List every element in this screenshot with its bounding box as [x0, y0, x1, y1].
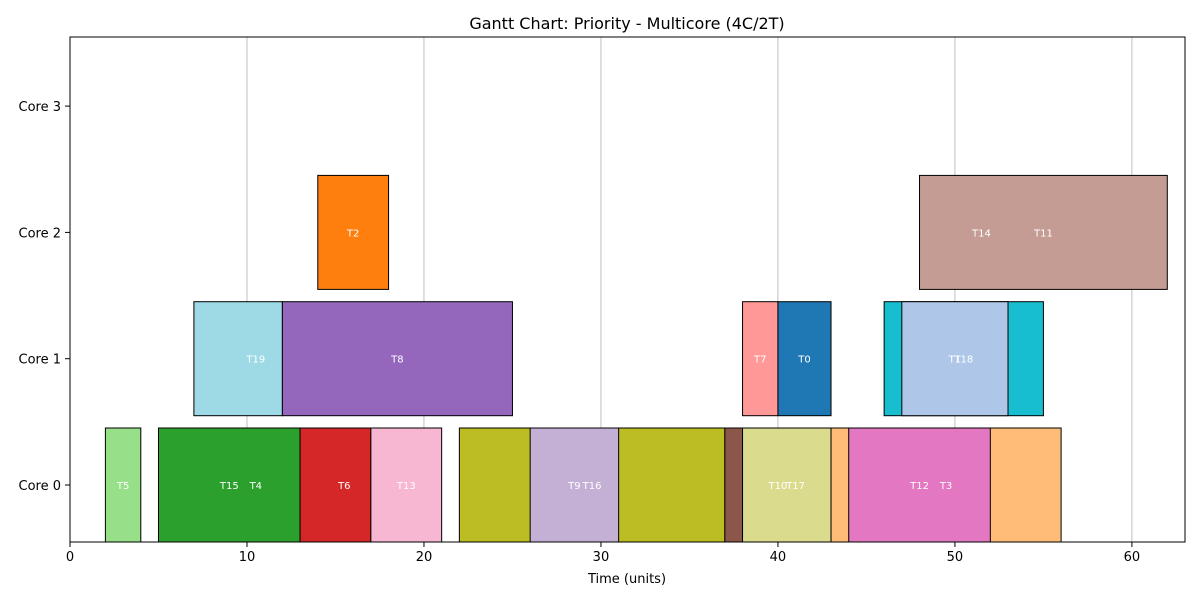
- bar-label: T0: [797, 355, 810, 366]
- chart-title: Gantt Chart: Priority - Multicore (4C/2T…: [469, 14, 784, 33]
- x-tick-label: 60: [1124, 550, 1141, 565]
- gantt-bar: [370, 427, 443, 543]
- bar-label: T5: [116, 481, 129, 492]
- bars-layer: [104, 174, 1168, 543]
- gantt-bar: [901, 301, 1009, 417]
- bar-label: T6: [337, 481, 350, 492]
- y-tick-label: Core 0: [19, 479, 62, 494]
- gantt-bar: [742, 427, 832, 543]
- plot-frame: [69, 36, 1186, 543]
- y-tick-label: Core 3: [19, 100, 62, 115]
- bar-label: T2: [346, 228, 359, 239]
- bar-label: T13: [396, 481, 416, 492]
- bar-label: T11: [1033, 228, 1053, 239]
- x-tick-label: 40: [770, 550, 787, 565]
- bar-label: T18: [953, 355, 973, 366]
- gantt-bar: [529, 427, 620, 543]
- gantt-bar: [919, 174, 1168, 290]
- x-axis: 0 10 20 30 40 50 60: [66, 542, 1140, 565]
- bar-label: T7: [753, 355, 766, 366]
- bar-label: T3: [939, 481, 952, 492]
- gantt-bar: [193, 301, 283, 417]
- gantt-bar: [299, 427, 372, 543]
- bar-label: T12: [909, 481, 929, 492]
- bar-label: T16: [582, 481, 602, 492]
- bar-label: T15: [219, 481, 239, 492]
- bar-label: T14: [971, 228, 991, 239]
- x-tick-label: 30: [593, 550, 610, 565]
- bar-label: T19: [245, 355, 265, 366]
- gantt-bar: [281, 301, 513, 417]
- x-tick-label: 10: [239, 550, 256, 565]
- bar-label: T8: [390, 355, 403, 366]
- y-tick-label: Core 1: [19, 353, 62, 368]
- bar-label: T9: [567, 481, 580, 492]
- x-axis-label: Time (units): [587, 572, 666, 587]
- gantt-bar: [317, 174, 390, 290]
- y-axis: Core 0 Core 1 Core 2 Core 3: [19, 100, 70, 494]
- bar-label: T17: [785, 481, 805, 492]
- bar-label: T1: [948, 355, 961, 366]
- x-tick-label: 50: [947, 550, 964, 565]
- bar-label: T4: [249, 481, 262, 492]
- gantt-bar: [777, 301, 832, 417]
- gantt-bar: [848, 427, 991, 543]
- x-tick-label: 20: [416, 550, 433, 565]
- x-tick-label: 0: [66, 550, 74, 565]
- gantt-bar: [724, 427, 744, 543]
- y-tick-label: Core 2: [19, 226, 62, 241]
- bar-label: T10: [768, 481, 788, 492]
